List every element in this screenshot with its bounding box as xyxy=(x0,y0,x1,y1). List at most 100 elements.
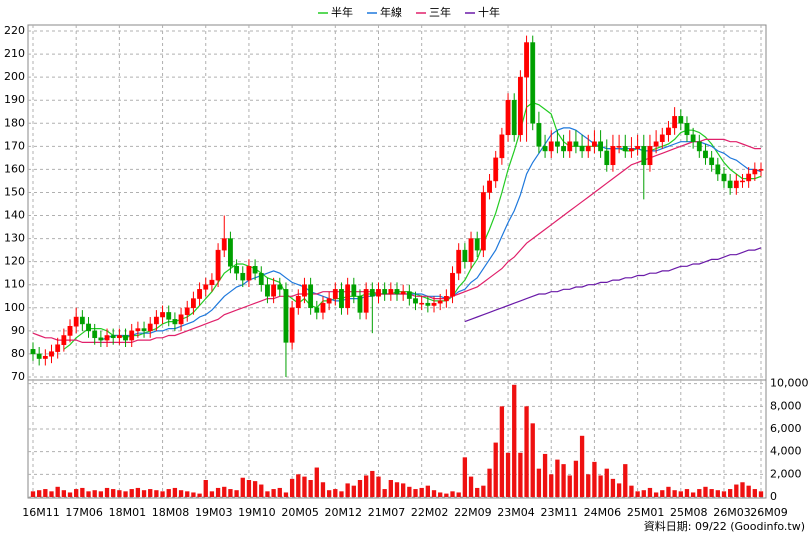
candle-body xyxy=(265,284,270,297)
candle-body xyxy=(622,146,628,152)
candle-body xyxy=(61,335,67,345)
volume-bar xyxy=(524,406,529,497)
y-tick-label: 70 xyxy=(11,370,25,383)
volume-bar xyxy=(629,485,634,497)
candle-body xyxy=(141,328,147,332)
candle-body xyxy=(499,134,505,159)
volume-bar xyxy=(709,489,714,497)
candle-body xyxy=(468,238,474,262)
candle-body xyxy=(376,289,381,297)
x-tick-label: 25M08 xyxy=(670,506,708,519)
volume-bar xyxy=(438,492,443,497)
volume-bar xyxy=(166,489,171,497)
candle-body xyxy=(326,298,332,304)
volume-bar xyxy=(734,484,739,497)
volume-bar xyxy=(660,490,665,497)
candle-body xyxy=(641,146,647,166)
candle-body xyxy=(302,284,307,297)
volume-bar xyxy=(296,474,301,497)
volume-bar xyxy=(289,478,295,497)
candle-body xyxy=(542,146,548,152)
volume-bar xyxy=(203,480,208,497)
volume-bar xyxy=(746,485,751,497)
volume-bar xyxy=(530,423,535,497)
candle-body xyxy=(505,99,511,136)
candle-body xyxy=(258,272,264,285)
volume-bar xyxy=(55,486,60,497)
volume-bar xyxy=(154,490,159,497)
volume-bar xyxy=(623,464,628,497)
candle-body xyxy=(406,291,412,299)
volume-bar xyxy=(43,489,48,497)
x-tick-label: 26M09 xyxy=(750,506,788,519)
volume-bar xyxy=(567,475,572,497)
x-tick-label: 20M05 xyxy=(281,506,319,519)
volume-bar xyxy=(678,491,683,497)
candle-body xyxy=(462,249,468,262)
candle-body xyxy=(197,289,202,299)
candle-body xyxy=(456,249,462,274)
volume-bar xyxy=(481,485,486,497)
volume-bar xyxy=(74,489,79,497)
volume-bar xyxy=(758,491,764,497)
candle-body xyxy=(289,307,295,343)
legend-label: 年線 xyxy=(380,5,402,19)
candle-body xyxy=(493,157,499,182)
volume-tick-label: 8,000 xyxy=(770,399,802,412)
volume-bar xyxy=(357,480,363,497)
volume-bar xyxy=(197,493,202,497)
volume-bar xyxy=(431,490,437,497)
candle-body xyxy=(363,289,369,313)
candle-body xyxy=(696,141,702,152)
candle-body xyxy=(209,279,215,285)
candle-body xyxy=(67,326,73,336)
volume-bar xyxy=(512,384,517,497)
candle-body xyxy=(228,238,233,267)
volume-bar xyxy=(37,490,42,497)
candle-body xyxy=(190,298,196,309)
volume-bar xyxy=(505,452,511,497)
candle-body xyxy=(629,148,634,152)
volume-bar xyxy=(117,490,122,497)
candle-body xyxy=(752,169,758,175)
volume-bar xyxy=(308,480,313,497)
candle-body xyxy=(203,284,209,290)
volume-bar xyxy=(721,491,727,497)
candle-body xyxy=(437,300,443,304)
candle-body xyxy=(647,146,653,166)
volume-bar xyxy=(456,492,461,497)
volume-bar xyxy=(191,492,196,497)
x-tick-label: 19M03 xyxy=(195,506,233,519)
legend-label: 三年 xyxy=(429,5,451,19)
x-tick-label: 18M08 xyxy=(152,506,190,519)
candle-body xyxy=(240,272,246,281)
candle-body xyxy=(388,289,394,295)
y-tick-label: 150 xyxy=(4,185,25,198)
volume-bar xyxy=(475,487,480,497)
volume-bar xyxy=(30,491,36,497)
candle-body xyxy=(252,266,258,274)
volume-bar xyxy=(690,492,696,497)
candle-body xyxy=(684,123,690,136)
candle-body xyxy=(517,76,523,136)
candle-body xyxy=(487,180,492,193)
volume-bar xyxy=(394,482,400,497)
volume-bar xyxy=(215,487,221,497)
x-tick-label: 18M01 xyxy=(109,506,147,519)
candle-body xyxy=(431,302,437,306)
candle-body xyxy=(548,141,554,152)
volume-bar xyxy=(549,474,554,497)
candle-body xyxy=(610,146,616,166)
volume-bar xyxy=(419,487,424,497)
volume-bar xyxy=(684,489,690,497)
volume-bar xyxy=(542,453,548,497)
y-tick-label: 100 xyxy=(4,301,25,314)
candle-body xyxy=(604,150,610,166)
candle-body xyxy=(579,146,585,152)
candle-body xyxy=(308,284,314,309)
volume-bar xyxy=(586,474,591,497)
volume-bar xyxy=(160,491,165,497)
volume-bar xyxy=(333,489,338,497)
candle-body xyxy=(413,298,418,304)
x-tick-label: 23M11 xyxy=(540,506,578,519)
